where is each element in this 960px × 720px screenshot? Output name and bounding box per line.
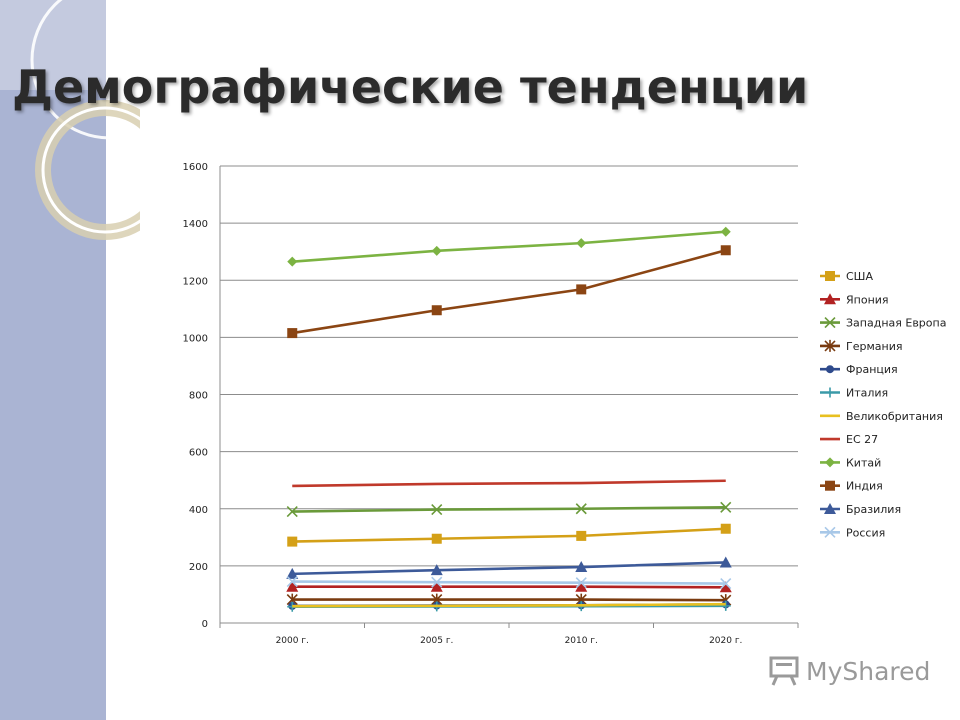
data-point — [719, 581, 732, 593]
x-tick-label: 2000 г. — [276, 636, 309, 646]
y-tick-label: 1600 — [183, 162, 208, 173]
x-tick-label: 2020 г. — [709, 636, 742, 646]
x-tick-label: 2010 г. — [565, 636, 598, 646]
side-band-top — [0, 0, 106, 90]
y-tick-label: 600 — [189, 448, 208, 459]
y-tick-label: 1400 — [183, 219, 208, 230]
data-point — [575, 580, 588, 592]
legend-label: Бразилия — [846, 503, 901, 516]
side-band — [0, 0, 106, 720]
data-point — [286, 580, 299, 592]
series-line — [292, 527, 726, 543]
data-point — [286, 506, 298, 518]
data-point — [720, 245, 731, 256]
data-point — [286, 576, 298, 588]
legend-marker — [824, 526, 836, 538]
data-point — [720, 578, 732, 590]
watermark: MyShared — [768, 656, 930, 686]
data-point — [720, 501, 732, 513]
data-point — [431, 245, 442, 256]
legend-marker — [825, 480, 835, 491]
data-point — [576, 530, 587, 541]
series-line — [292, 506, 726, 513]
data-point — [430, 580, 443, 592]
legend-marker — [824, 317, 836, 329]
legend-label: Италия — [846, 387, 888, 400]
legend-marker — [826, 365, 834, 374]
series-line — [292, 561, 726, 576]
y-tick-label: 0 — [202, 619, 208, 630]
data-point — [287, 536, 298, 547]
y-tick-label: 800 — [189, 391, 208, 402]
data-point — [431, 576, 443, 588]
series-line — [292, 602, 726, 608]
legend-label: Франция — [846, 363, 898, 376]
y-tick-label: 1000 — [183, 333, 208, 344]
legend-label: ЕС 27 — [846, 433, 878, 446]
legend-label: Китай — [846, 456, 881, 469]
data-point — [431, 305, 442, 316]
legend-label: Япония — [846, 293, 889, 306]
legend-label: Великобритания — [846, 410, 943, 423]
data-point — [720, 226, 731, 237]
data-point — [430, 564, 443, 576]
legend-label: Россия — [846, 526, 885, 539]
legend-marker — [824, 293, 836, 305]
series-line — [292, 585, 726, 589]
legend-marker — [825, 457, 835, 468]
data-point — [576, 238, 587, 249]
data-point — [720, 523, 731, 534]
page-title: Демографические тенденции — [12, 60, 809, 114]
legend-marker — [825, 271, 835, 281]
y-tick-label: 400 — [189, 505, 208, 516]
data-point — [287, 328, 298, 339]
legend-label: Индия — [846, 480, 883, 493]
data-point — [575, 561, 588, 573]
data-point — [575, 503, 587, 515]
x-tick-label: 2005 г. — [420, 636, 453, 646]
data-point — [719, 556, 732, 568]
y-tick-label: 1200 — [183, 276, 208, 287]
legend-label: Германия — [846, 340, 902, 353]
data-point — [576, 284, 587, 295]
series-line — [292, 230, 726, 263]
data-point — [431, 533, 442, 544]
series-line — [292, 249, 727, 335]
y-tick-label: 200 — [189, 562, 208, 573]
series-line — [292, 479, 726, 488]
data-point — [431, 504, 443, 516]
series-line — [292, 580, 726, 585]
watermark-text: MyShared — [806, 656, 931, 686]
decorative-rings — [30, 0, 140, 240]
legend-marker — [824, 339, 836, 352]
legend-marker — [825, 387, 835, 398]
legend-marker — [824, 503, 836, 514]
data-point — [286, 567, 299, 579]
data-point — [575, 577, 587, 589]
data-point — [287, 256, 298, 267]
data-point — [720, 600, 731, 611]
series-line — [292, 598, 726, 602]
projector-icon — [769, 656, 799, 686]
legend-label: Западная Европа — [846, 317, 946, 330]
legend-label: США — [846, 270, 873, 283]
